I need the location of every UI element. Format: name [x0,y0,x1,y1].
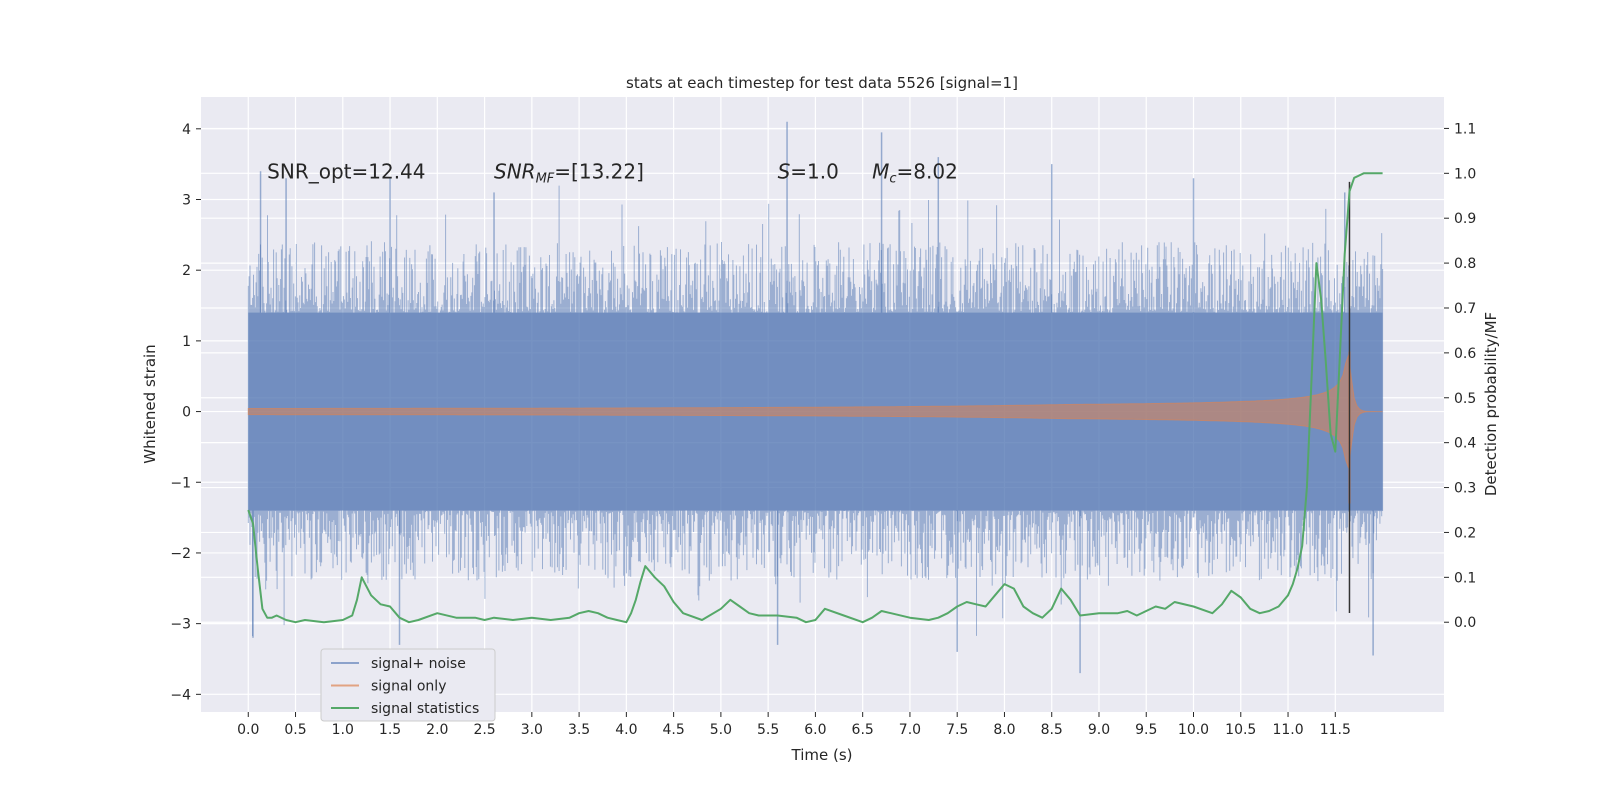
x-tick-label: 0.0 [237,722,259,738]
x-tick-label: 10.5 [1225,722,1256,738]
x-tick-label: 8.5 [1041,722,1063,738]
x-tick-label: 2.0 [426,722,448,738]
y-right-tick-label: 0.6 [1454,346,1476,362]
x-tick-label: 6.0 [804,722,826,738]
y-tick-label: 1 [182,334,191,350]
x-tick-label: 4.5 [662,722,684,738]
y-right-tick-label: 0.1 [1454,570,1476,586]
y-right-tick-label: 0.7 [1454,301,1476,317]
x-tick-label: 5.0 [710,722,732,738]
x-tick-label: 9.0 [1088,722,1110,738]
y-right-tick-label: 0.3 [1454,481,1476,497]
x-tick-label: 5.5 [757,722,779,738]
x-tick-label: 11.0 [1272,722,1303,738]
x-tick-label: 6.5 [852,722,874,738]
x-tick-label: 7.5 [946,722,968,738]
y-tick-label: −1 [170,475,191,491]
legend-label: signal only [371,679,446,695]
y-right-tick-label: 0.9 [1454,211,1476,227]
annotation: S=1.0 [778,159,839,183]
x-tick-label: 9.5 [1135,722,1157,738]
y-tick-label: −2 [170,546,191,562]
x-tick-label: 2.5 [473,722,495,738]
y-tick-label: −4 [170,687,191,703]
y-right-tick-label: 0.8 [1454,256,1476,272]
y-right-tick-label: 1.1 [1454,121,1476,137]
annotation: Mc=8.02 [872,159,958,186]
y-right-tick-label: 1.0 [1454,166,1476,182]
stats-line [247,172,1383,624]
x-tick-label: 11.5 [1320,722,1351,738]
x-tick-label: 4.0 [615,722,637,738]
legend: signal+ noise signal only signal statistic… [320,648,496,722]
y-tick-label: 2 [182,263,191,279]
x-tick-label: 3.5 [568,722,590,738]
y-tick-label: −3 [170,617,191,633]
annotation: SNRMF=[13.22] [494,159,644,186]
chart-title: stats at each timestep for test data 552… [626,74,1018,92]
y-tick-label: 3 [182,193,191,209]
y-right-tick-label: 0.5 [1454,391,1476,407]
x-tick-label: 8.0 [993,722,1015,738]
annotation: SNR_opt=12.44 [267,159,425,183]
legend-label: signal statistics [371,701,479,717]
stats-series [247,172,1383,624]
y-axis-right-label: Detection probability/MF [1482,312,1500,496]
x-tick-label: 10.0 [1178,722,1209,738]
y-axis-label: Whitened strain [141,344,159,463]
signal-chirp [247,355,1383,469]
legend-label: signal+ noise [371,656,466,672]
x-tick-label: 3.0 [521,722,543,738]
y-right-tick-label: 0.0 [1454,615,1476,631]
y-tick-label: 0 [182,405,191,421]
y-tick-label: 4 [182,122,191,138]
x-tick-label: 1.5 [379,722,401,738]
x-tick-label: 7.0 [899,722,921,738]
x-tick-label: 0.5 [284,722,306,738]
legend-box [320,648,496,722]
annotations: SNR_opt=12.44 SNRMF=[13.22] S=1.0 Mc=8.02 [267,159,958,186]
x-tick-label: 1.0 [332,722,354,738]
x-axis-label: Time (s) [791,746,853,764]
y-right-tick-label: 0.2 [1454,525,1476,541]
y-right-tick-label: 0.4 [1454,436,1476,452]
